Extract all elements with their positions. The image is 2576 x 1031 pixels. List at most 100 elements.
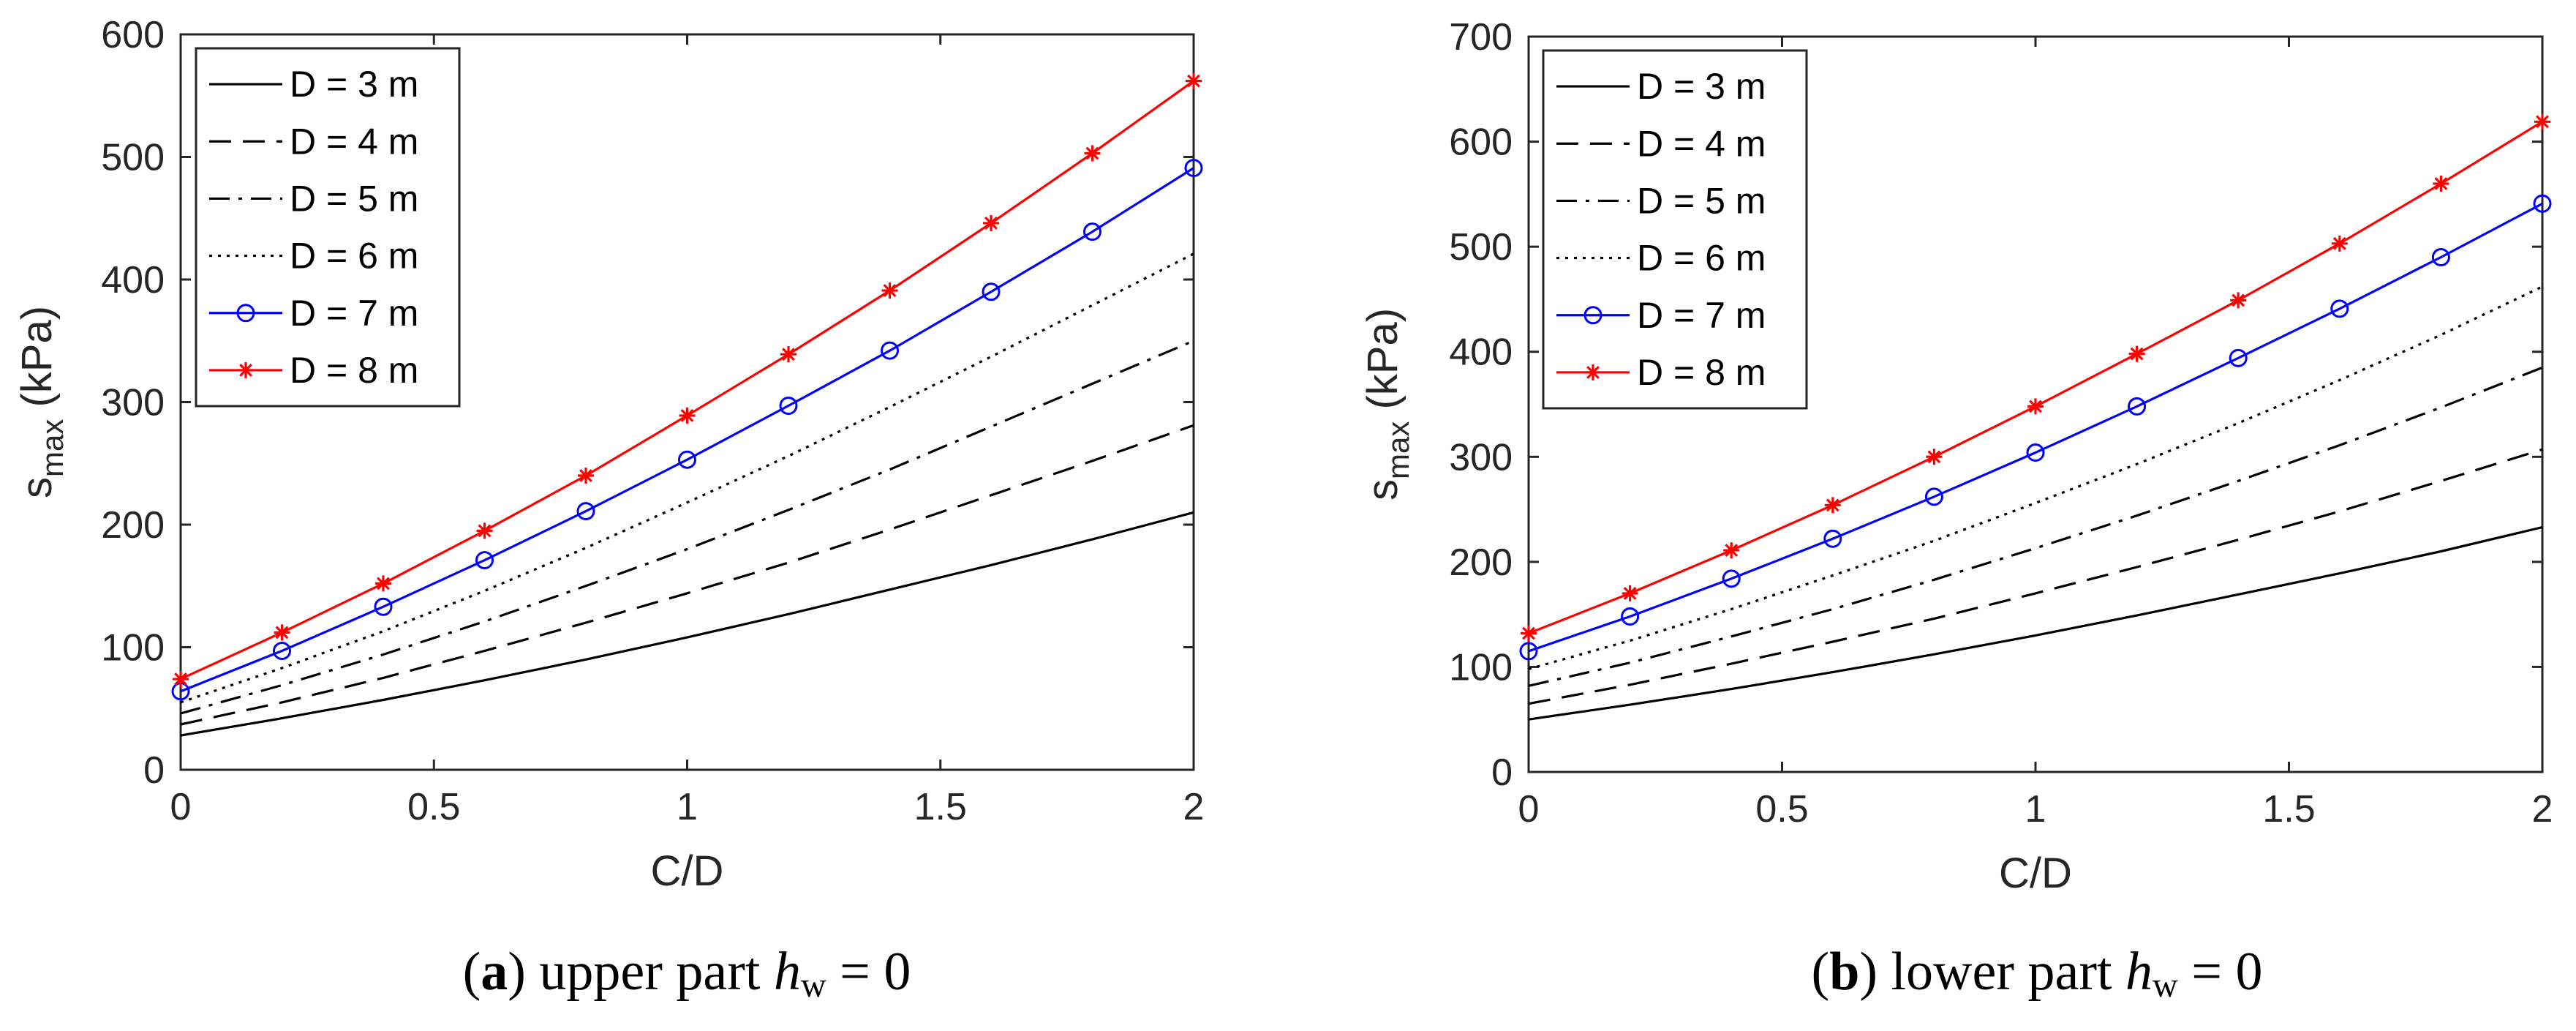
data-point [1622, 585, 1638, 601]
data-point [780, 346, 796, 363]
data-point [274, 624, 290, 641]
legend-marker [238, 361, 254, 378]
legend: D = 3 m D = 4 m D = 5 m D = 6 m D = 7 m D = 8… [1542, 49, 1808, 410]
data-point [678, 450, 696, 469]
data-point [1083, 222, 1101, 241]
data-point [1519, 642, 1538, 661]
y-tick-label: 300 [101, 382, 165, 424]
legend-label: D = 3 m [1637, 66, 1766, 107]
data-point [1186, 72, 1202, 89]
data-point [679, 407, 696, 424]
x-axis-label: C/D [1999, 850, 2072, 897]
caption-tail: = 0 [2178, 942, 2263, 1002]
legend-label: D = 6 m [290, 236, 418, 277]
x-axis-label: C/D [651, 847, 724, 895]
legend-label: D = 8 m [290, 350, 418, 391]
y-label-unit: (kPa) [1359, 308, 1406, 421]
series-line-5m [1528, 366, 2543, 687]
data-point [983, 214, 999, 231]
data-point [2230, 292, 2247, 309]
y-axis-label-text: smax (kPa) [1359, 308, 1415, 500]
data-point [1823, 529, 1842, 548]
y-tick-label: 700 [1449, 16, 1513, 59]
caption-paren-open: ( [1812, 942, 1830, 1002]
legend-box [1542, 49, 1808, 410]
data-point [1926, 449, 1943, 465]
caption-sub: w [2153, 966, 2178, 1005]
legend-label: D = 5 m [1637, 180, 1766, 221]
x-tick-label: 1 [677, 786, 698, 828]
x-tick-label: 0.5 [407, 786, 460, 828]
series-line-3m [1528, 525, 2543, 721]
caption-var: h [774, 942, 801, 1002]
legend-label: D = 3 m [290, 64, 418, 105]
figure-caption: (b) lower part hw = 0 [1812, 942, 2263, 1005]
data-point [2128, 397, 2147, 416]
data-point [173, 671, 189, 688]
caption-text: upper part [526, 942, 774, 1002]
y-tick-label: 600 [101, 14, 165, 56]
series-line-3m [180, 511, 1194, 737]
y-tick-label: 100 [101, 627, 165, 670]
y-label-main: s [13, 477, 61, 498]
data-point [2330, 299, 2349, 318]
legend-label: D = 6 m [1637, 238, 1766, 279]
y-tick-label: 200 [101, 504, 165, 547]
data-point [375, 575, 391, 592]
legend-label: D = 7 m [1637, 295, 1766, 336]
y-axis-label: smax (kPa) [1359, 308, 1415, 500]
x-tick-label: 0.5 [1755, 788, 1808, 831]
data-point [881, 341, 899, 360]
legend-label: D = 8 m [1637, 352, 1766, 393]
y-tick-label: 400 [1449, 331, 1513, 374]
x-tick-label: 1.5 [2262, 788, 2315, 831]
data-point [1924, 487, 1943, 506]
legend: D = 3 m D = 4 m D = 5 m D = 6 m D = 7 m D = 8… [195, 47, 461, 408]
x-tick-label: 2 [1183, 786, 1205, 828]
x-tick-label: 2 [2532, 788, 2553, 831]
data-point [273, 642, 291, 661]
y-axis-label-text: smax (kPa) [13, 306, 69, 498]
y-label-sub: max [35, 419, 69, 477]
data-point [2533, 194, 2552, 213]
y-tick-label: 600 [1449, 121, 1513, 164]
data-point [982, 282, 1001, 301]
series-line-6m [180, 252, 1194, 704]
legend-marker [1585, 364, 1601, 380]
y-tick-label: 500 [1449, 226, 1513, 269]
x-tick-label: 0 [1518, 788, 1540, 831]
x-tick-label: 0 [170, 786, 192, 828]
data-point [2128, 345, 2145, 362]
y-tick-label: 500 [101, 137, 165, 179]
caption-sub: w [801, 966, 826, 1005]
caption-letter: a [481, 942, 508, 1002]
data-point [576, 502, 595, 521]
chart-panel-b: 0 0.5 1 1.5 2 0 100 200 300 400 500 600 700 C/D smax (… [1359, 16, 2553, 1005]
data-point [2026, 443, 2045, 462]
data-point [475, 551, 494, 570]
data-point [1084, 145, 1101, 162]
legend-box [195, 47, 461, 408]
data-point [1824, 497, 1841, 514]
data-point [1722, 569, 1741, 588]
data-point [2331, 235, 2348, 252]
data-point [2027, 398, 2044, 415]
data-point [476, 522, 493, 539]
data-point [1184, 159, 1203, 178]
caption-paren-open: ( [463, 942, 481, 1002]
y-label-unit: (kPa) [13, 306, 61, 419]
data-point [578, 468, 594, 484]
legend-label: D = 5 m [290, 178, 418, 219]
y-axis-label: smax (kPa) [13, 306, 69, 498]
caption-var: h [2125, 942, 2153, 1002]
y-label-sub: max [1381, 421, 1415, 479]
x-tick-label: 1.5 [914, 786, 967, 828]
data-point [2431, 248, 2450, 266]
x-tick-label: 1 [2025, 788, 2046, 831]
caption-paren-close: ) [1859, 942, 1878, 1002]
y-tick-label: 300 [1449, 436, 1513, 479]
series-line-5m [180, 340, 1194, 715]
y-label-main: s [1359, 479, 1406, 500]
legend-marker [1583, 306, 1603, 325]
